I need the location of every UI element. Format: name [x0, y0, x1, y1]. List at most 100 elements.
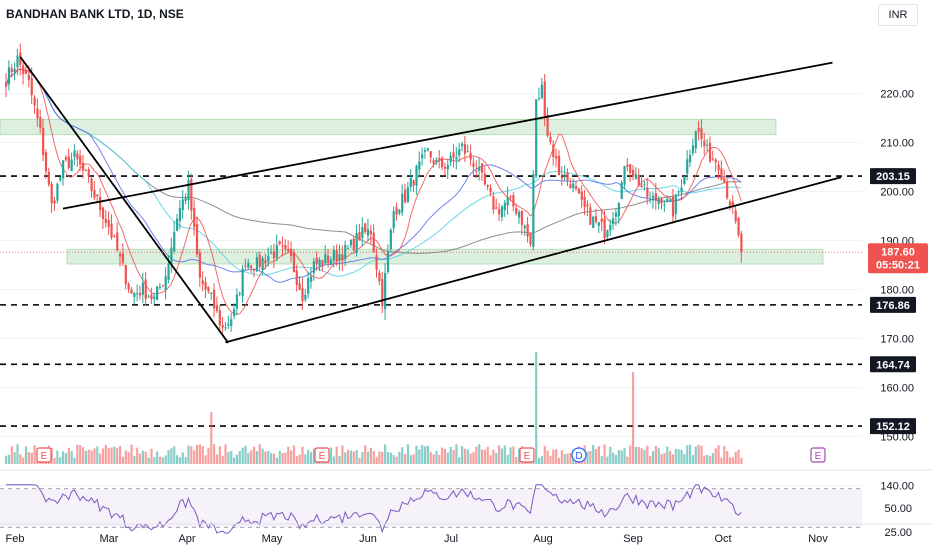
candle-body: [603, 218, 606, 238]
volume-bar: [731, 457, 734, 464]
volume-bar: [195, 444, 199, 464]
candle-body: [617, 202, 620, 217]
volume-bar: [73, 457, 76, 464]
candle-body: [549, 136, 552, 142]
candle-body: [689, 155, 692, 163]
candle-body: [706, 144, 709, 146]
candle-body: [537, 98, 541, 100]
candle-body: [298, 283, 301, 290]
candle-body: [406, 187, 410, 203]
volume-bar: [281, 453, 284, 464]
volume-bar: [535, 352, 538, 464]
time-tick-label: Feb: [6, 533, 25, 545]
volume-bar: [364, 445, 367, 464]
candle-body: [740, 233, 743, 253]
candle-body: [737, 217, 740, 235]
volume-bar: [19, 454, 22, 464]
volume-bar: [30, 452, 33, 464]
candle-body: [193, 208, 196, 228]
candle-body: [555, 155, 558, 159]
volume-bar: [352, 451, 355, 464]
volume-bar: [492, 449, 495, 464]
volume-bar: [238, 450, 241, 464]
candle-body: [731, 201, 734, 207]
candle-body: [703, 140, 706, 147]
candle-body: [33, 97, 36, 106]
volume-bar: [5, 455, 8, 464]
volume-bar: [412, 454, 415, 464]
candle-body: [36, 108, 39, 119]
candle-body: [324, 254, 327, 264]
chart-title: BANDHAN BANK LTD, 1D, NSE: [6, 7, 184, 21]
candle-body: [640, 185, 643, 188]
volume-bar: [215, 454, 219, 464]
candle-body: [366, 229, 370, 236]
candle-body: [592, 216, 595, 228]
volume-bar: [133, 455, 136, 464]
candle-body: [258, 254, 261, 267]
event-marker[interactable]: D: [571, 447, 587, 463]
price-tick-label: 150.00: [880, 432, 914, 444]
price-tick-label: 220.00: [880, 89, 914, 101]
volume-bar: [361, 451, 364, 464]
currency-button[interactable]: INR: [878, 4, 918, 26]
volume-bar: [671, 454, 675, 464]
volume-bar: [173, 446, 176, 464]
volume-bar: [446, 452, 449, 464]
volume-bar: [498, 445, 501, 464]
event-marker[interactable]: E: [314, 447, 330, 463]
candle-body: [426, 148, 429, 151]
volume-bar: [378, 451, 381, 464]
event-marker[interactable]: E: [519, 447, 535, 463]
candle-body: [728, 201, 732, 206]
time-tick-label: Apr: [178, 533, 195, 545]
volume-bar: [213, 444, 216, 464]
candle-body: [726, 181, 729, 198]
candle-body: [518, 211, 521, 218]
volume-bar: [244, 445, 247, 464]
volume-bar: [233, 457, 236, 464]
candle-body: [110, 223, 113, 238]
candle-body: [173, 231, 176, 252]
candle-body: [158, 286, 162, 288]
candle-body: [284, 244, 287, 250]
candle-body: [301, 288, 304, 302]
candle-body: [526, 224, 529, 237]
time-tick-label: Aug: [533, 533, 553, 545]
candle-body: [22, 65, 25, 75]
level-tag-label: 203.15: [876, 171, 910, 183]
candle-body: [335, 250, 338, 262]
volume-bar: [509, 447, 512, 464]
volume-bar: [184, 457, 187, 464]
candle-body: [674, 194, 677, 214]
candle-body: [443, 167, 447, 169]
candle-body: [176, 218, 179, 231]
candle-body: [543, 81, 546, 119]
candle-body: [327, 255, 330, 264]
volume-bar: [104, 444, 107, 464]
volume-bar: [164, 455, 167, 464]
candle-body: [412, 180, 415, 186]
candle-body: [683, 176, 686, 185]
event-label: E: [319, 451, 326, 462]
volume-bar: [27, 452, 30, 464]
volume-bar: [441, 447, 444, 464]
candle-body: [62, 160, 65, 179]
volume-bar: [461, 446, 464, 464]
volume-bar: [33, 445, 36, 464]
candle-body: [369, 230, 372, 235]
volume-bar: [153, 457, 156, 464]
volume-bar: [455, 444, 458, 464]
volume-bar: [116, 448, 119, 464]
event-marker[interactable]: E: [36, 447, 52, 463]
volume-bar: [335, 446, 338, 464]
volume-bar: [290, 450, 293, 464]
volume-bar: [421, 444, 424, 464]
volume-bar: [640, 448, 643, 464]
candle-body: [557, 155, 561, 176]
event-marker[interactable]: E: [810, 447, 826, 463]
price-tick-label: 140.00: [880, 481, 914, 493]
candle-body: [144, 279, 147, 299]
candle-body: [221, 324, 224, 328]
